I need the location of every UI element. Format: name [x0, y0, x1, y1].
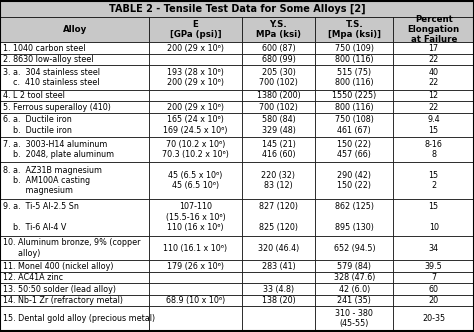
- Bar: [315, 162, 393, 199]
- Bar: [315, 306, 393, 331]
- Bar: [315, 236, 393, 260]
- Text: Alloy: Alloy: [63, 25, 87, 34]
- Bar: [242, 17, 315, 42]
- Bar: [0, 236, 149, 260]
- Bar: [242, 260, 315, 272]
- Text: 328 (47.6): 328 (47.6): [334, 273, 375, 282]
- Bar: [393, 260, 474, 272]
- Bar: [242, 113, 315, 137]
- Bar: [393, 65, 474, 90]
- Bar: [242, 42, 315, 54]
- Bar: [0, 137, 149, 162]
- Bar: [393, 54, 474, 65]
- Bar: [242, 90, 315, 101]
- Bar: [0, 199, 149, 236]
- Text: 6. a.  Ductile iron
    b.  Ductile iron: 6. a. Ductile iron b. Ductile iron: [3, 116, 72, 135]
- Bar: [0, 113, 149, 137]
- Text: 579 (84): 579 (84): [337, 262, 371, 271]
- Text: 515 (75)
800 (116): 515 (75) 800 (116): [335, 68, 374, 87]
- Bar: [242, 54, 315, 65]
- Bar: [149, 101, 242, 113]
- Text: 138 (20): 138 (20): [262, 296, 295, 305]
- Text: 13. 50:50 solder (lead alloy): 13. 50:50 solder (lead alloy): [3, 285, 116, 294]
- Text: 20: 20: [428, 296, 439, 305]
- Bar: [0, 1, 474, 17]
- Bar: [149, 260, 242, 272]
- Bar: [149, 306, 242, 331]
- Text: T.S.
[Mpa (ksi)]: T.S. [Mpa (ksi)]: [328, 20, 381, 39]
- Text: 14. Nb-1 Zr (refractory metal): 14. Nb-1 Zr (refractory metal): [3, 296, 123, 305]
- Text: 40
22: 40 22: [428, 68, 439, 87]
- Bar: [0, 162, 149, 199]
- Bar: [393, 90, 474, 101]
- Bar: [315, 101, 393, 113]
- Text: Percent
Elongation
at Failure: Percent Elongation at Failure: [408, 15, 460, 44]
- Bar: [315, 65, 393, 90]
- Bar: [393, 272, 474, 284]
- Text: 200 (29 x 10⁶): 200 (29 x 10⁶): [167, 43, 224, 52]
- Text: 220 (32)
83 (12): 220 (32) 83 (12): [262, 171, 295, 190]
- Bar: [0, 306, 149, 331]
- Text: 580 (84)
329 (48): 580 (84) 329 (48): [262, 116, 295, 135]
- Text: 11. Monel 400 (nickel alloy): 11. Monel 400 (nickel alloy): [3, 262, 113, 271]
- Text: 680 (99): 680 (99): [262, 55, 295, 64]
- Bar: [242, 199, 315, 236]
- Text: 9. a.  Ti-5 Al-2.5 Sn

    b.  Ti-6 Al-4 V: 9. a. Ti-5 Al-2.5 Sn b. Ti-6 Al-4 V: [3, 203, 79, 232]
- Bar: [393, 162, 474, 199]
- Text: 3. a.  304 stainless steel
    c.  410 stainless steel: 3. a. 304 stainless steel c. 410 stainle…: [3, 68, 100, 87]
- Bar: [315, 90, 393, 101]
- Text: 70 (10.2 x 10⁶)
70.3 (10.2 x 10⁶): 70 (10.2 x 10⁶) 70.3 (10.2 x 10⁶): [162, 140, 229, 159]
- Text: 107-110
(15.5-16 x 10⁶)
110 (16 x 10⁶): 107-110 (15.5-16 x 10⁶) 110 (16 x 10⁶): [165, 203, 226, 232]
- Bar: [242, 137, 315, 162]
- Text: 12: 12: [428, 91, 439, 100]
- Bar: [315, 113, 393, 137]
- Text: TABLE 2 - Tensile Test Data for Some Alloys [2]: TABLE 2 - Tensile Test Data for Some All…: [109, 4, 365, 14]
- Bar: [0, 272, 149, 284]
- Bar: [393, 113, 474, 137]
- Text: 1550 (225): 1550 (225): [332, 91, 376, 100]
- Bar: [242, 162, 315, 199]
- Bar: [149, 65, 242, 90]
- Bar: [315, 17, 393, 42]
- Bar: [315, 260, 393, 272]
- Text: 7. a.  3003-H14 aluminum
    b.  2048, plate aluminum: 7. a. 3003-H14 aluminum b. 2048, plate a…: [3, 140, 114, 159]
- Bar: [393, 42, 474, 54]
- Bar: [0, 65, 149, 90]
- Bar: [393, 17, 474, 42]
- Text: 310 - 380
(45-55): 310 - 380 (45-55): [336, 309, 373, 328]
- Bar: [315, 42, 393, 54]
- Text: E
[GPa (psi)]: E [GPa (psi)]: [170, 20, 221, 39]
- Bar: [0, 90, 149, 101]
- Bar: [393, 236, 474, 260]
- Text: 39.5: 39.5: [425, 262, 443, 271]
- Text: Y.S.
MPa (ksi): Y.S. MPa (ksi): [256, 20, 301, 39]
- Text: 700 (102): 700 (102): [259, 103, 298, 112]
- Bar: [242, 236, 315, 260]
- Bar: [0, 17, 149, 42]
- Text: 20-35: 20-35: [422, 314, 445, 323]
- Text: 165 (24 x 10⁶)
169 (24.5 x 10⁶): 165 (24 x 10⁶) 169 (24.5 x 10⁶): [163, 116, 228, 135]
- Text: 15
2: 15 2: [428, 171, 439, 190]
- Bar: [242, 295, 315, 306]
- Bar: [149, 90, 242, 101]
- Bar: [149, 199, 242, 236]
- Text: 827 (120)

825 (120): 827 (120) 825 (120): [259, 203, 298, 232]
- Text: 205 (30)
700 (102): 205 (30) 700 (102): [259, 68, 298, 87]
- Bar: [242, 272, 315, 284]
- Bar: [0, 295, 149, 306]
- Text: 750 (109): 750 (109): [335, 43, 374, 52]
- Bar: [0, 284, 149, 295]
- Text: 22: 22: [428, 55, 439, 64]
- Text: 750 (108)
461 (67): 750 (108) 461 (67): [335, 116, 374, 135]
- Text: 15. Dental gold alloy (precious metal): 15. Dental gold alloy (precious metal): [3, 314, 155, 323]
- Text: 15

10: 15 10: [428, 203, 439, 232]
- Bar: [393, 306, 474, 331]
- Bar: [242, 101, 315, 113]
- Bar: [149, 295, 242, 306]
- Bar: [315, 284, 393, 295]
- Text: 7: 7: [431, 273, 436, 282]
- Text: 800 (116): 800 (116): [335, 55, 374, 64]
- Text: 8-16
8: 8-16 8: [425, 140, 443, 159]
- Text: 150 (22)
457 (66): 150 (22) 457 (66): [337, 140, 371, 159]
- Text: 17: 17: [428, 43, 439, 52]
